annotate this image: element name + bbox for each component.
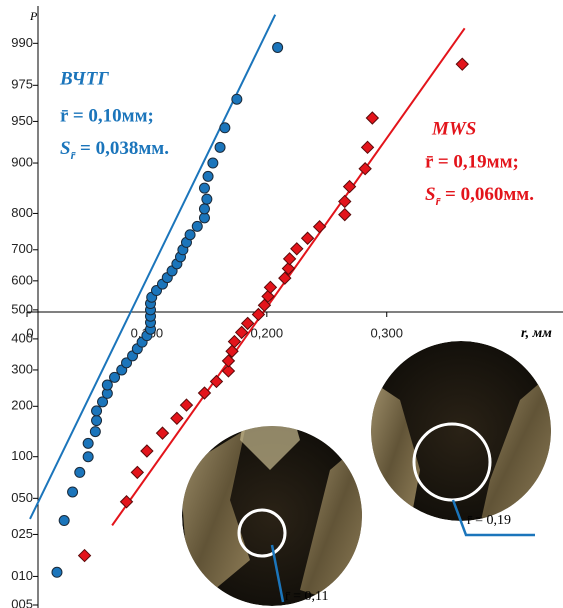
- y-tick-label: 200: [11, 398, 33, 413]
- mean-label: r̄ = 0,19мм;: [425, 151, 519, 172]
- y-tick-label: 990: [11, 35, 33, 50]
- point: [179, 398, 194, 412]
- point: [67, 486, 79, 498]
- point: [312, 220, 327, 234]
- sd-part: = 0,060мм.: [440, 184, 534, 205]
- x-axis-label: r, мм: [521, 326, 552, 341]
- point: [225, 344, 239, 358]
- point: [214, 141, 226, 153]
- point: [82, 437, 94, 449]
- point: [234, 325, 249, 340]
- sd-part: r̄: [71, 148, 76, 162]
- sd-part: = 0,038мм.: [75, 138, 169, 159]
- y-tick-label: 800: [11, 205, 33, 220]
- inset-label: r̄ = 0,19: [467, 513, 511, 528]
- leader-line: [451, 499, 535, 537]
- insets: r̄ = 0,11 r̄ = 0,19: [182, 341, 551, 606]
- point: [119, 495, 134, 509]
- point: [74, 466, 86, 478]
- y-tick-label: 100: [11, 448, 33, 463]
- point: [358, 162, 372, 176]
- x-tick-label: 0: [26, 325, 33, 340]
- sd-part: r̄: [436, 194, 441, 208]
- series-name: MWS: [431, 118, 476, 139]
- point: [140, 444, 154, 458]
- point: [201, 193, 213, 205]
- point: [58, 515, 70, 527]
- point: [360, 140, 375, 155]
- micrograph: [182, 426, 362, 606]
- point: [91, 415, 103, 427]
- point: [263, 280, 278, 295]
- y-tick-label: 050: [11, 490, 33, 505]
- x-tick-label: 0,300: [370, 325, 403, 340]
- y-tick-label: 700: [11, 241, 33, 256]
- inset-label: r̄ = 0,11: [285, 589, 329, 604]
- point: [101, 379, 113, 391]
- y-tick-label: 025: [11, 526, 33, 541]
- micrograph: [371, 341, 551, 521]
- point: [121, 357, 133, 369]
- point: [207, 157, 219, 169]
- y-tick-label: 950: [11, 113, 33, 128]
- mean-label: r̄ = 0,10мм;: [60, 105, 154, 126]
- sd-label: Sr̄ = 0,060мм.: [425, 184, 534, 207]
- point: [77, 548, 92, 563]
- y-tick-label: 300: [11, 361, 33, 376]
- point: [198, 182, 210, 194]
- y-tick-label: 500: [11, 301, 33, 316]
- point: [282, 252, 297, 266]
- point: [191, 220, 203, 232]
- point: [221, 364, 236, 378]
- point: [342, 179, 357, 194]
- point: [82, 451, 94, 463]
- point: [198, 212, 210, 224]
- point: [251, 307, 266, 322]
- point: [240, 316, 255, 331]
- point: [281, 261, 296, 276]
- point: [51, 566, 63, 578]
- sd-part: S: [60, 138, 71, 159]
- point: [290, 242, 304, 256]
- sd-part: S: [425, 184, 436, 205]
- point: [170, 411, 184, 425]
- point: [300, 231, 315, 245]
- point: [184, 229, 196, 241]
- y-axis-label: P: [29, 9, 38, 23]
- point: [202, 170, 214, 182]
- point: [91, 405, 103, 417]
- point: [219, 122, 231, 134]
- leader-line: [270, 544, 285, 603]
- point: [221, 354, 236, 368]
- point: [272, 41, 284, 53]
- series-name: ВЧТГ: [59, 68, 109, 89]
- point: [278, 271, 292, 285]
- x-tick-label: 0,200: [251, 325, 284, 340]
- point: [231, 93, 243, 105]
- y-tick-label: 010: [11, 568, 33, 583]
- point: [198, 203, 210, 215]
- y-tick-label: 005: [11, 596, 33, 608]
- point: [130, 465, 145, 480]
- point: [197, 386, 212, 400]
- point: [209, 374, 224, 389]
- point: [89, 426, 101, 438]
- point: [97, 396, 109, 408]
- point: [338, 194, 352, 209]
- y-tick-label: 900: [11, 154, 33, 169]
- y-tick-label: 400: [11, 330, 33, 345]
- y-tick-label: 975: [11, 77, 33, 92]
- point: [338, 207, 352, 222]
- sd-label: Sr̄ = 0,038мм.: [60, 138, 169, 161]
- point: [109, 371, 121, 383]
- point: [227, 334, 242, 349]
- point: [365, 111, 380, 125]
- point: [155, 426, 170, 440]
- y-tick-label: 600: [11, 272, 33, 287]
- point: [455, 57, 469, 71]
